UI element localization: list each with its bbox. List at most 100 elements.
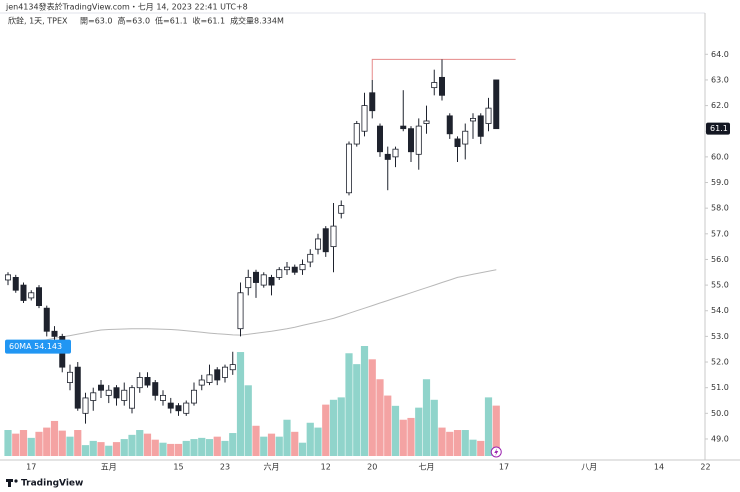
chart-title: jen4134發表於TradingView.com・七月 14, 2023 22… bbox=[5, 2, 248, 12]
volume-bar bbox=[376, 379, 384, 456]
volume-bar bbox=[97, 442, 105, 456]
candle-body bbox=[493, 79, 500, 130]
ma-label-box bbox=[5, 339, 71, 354]
y-tick-label: 59.0 bbox=[711, 178, 729, 187]
candle-body bbox=[485, 107, 492, 124]
candle-body bbox=[369, 92, 376, 112]
candle-body bbox=[214, 369, 221, 381]
candle-body bbox=[136, 377, 143, 389]
volume-bar bbox=[337, 397, 345, 456]
candle-body bbox=[128, 387, 135, 409]
volume-bar bbox=[143, 433, 152, 456]
volume-bar bbox=[128, 434, 136, 456]
event-icon bbox=[490, 446, 502, 458]
volume-bar bbox=[112, 442, 121, 456]
volume-bar bbox=[35, 431, 43, 456]
x-tick-label: 20 bbox=[367, 463, 377, 472]
legend-item: 開=63.0 bbox=[80, 17, 113, 26]
volume-bar bbox=[74, 430, 82, 456]
candle-body bbox=[74, 366, 81, 409]
volume-bar bbox=[267, 433, 276, 456]
volume-bar bbox=[151, 439, 159, 456]
volume-bar bbox=[275, 436, 283, 456]
volume-bar bbox=[105, 445, 113, 456]
candle-body bbox=[175, 405, 182, 412]
candle-body bbox=[353, 123, 360, 145]
candle-body bbox=[152, 382, 159, 396]
volume-bar bbox=[368, 359, 376, 456]
y-tick-label: 58.0 bbox=[711, 204, 729, 213]
volume-bar bbox=[430, 399, 438, 456]
legend-item: 收=61.1 bbox=[193, 16, 226, 26]
x-tick-label: 12 bbox=[321, 463, 331, 472]
candle-body bbox=[462, 130, 469, 145]
volume-bar bbox=[81, 445, 90, 456]
volume-bar bbox=[484, 397, 493, 456]
volume-bar bbox=[252, 425, 260, 456]
candle-body bbox=[454, 138, 461, 148]
candle-body bbox=[20, 284, 27, 301]
volume-bar bbox=[314, 427, 322, 456]
volume-bar bbox=[260, 436, 268, 456]
candle-body bbox=[67, 371, 74, 383]
candle-body bbox=[43, 307, 50, 332]
candle-body bbox=[36, 287, 43, 307]
volume-bar bbox=[360, 346, 369, 456]
volume-bar bbox=[198, 437, 206, 456]
candle-body bbox=[384, 153, 391, 160]
volume-bar bbox=[422, 379, 431, 456]
candle-body bbox=[407, 128, 414, 153]
candle-body bbox=[90, 392, 97, 401]
y-tick-label: 51.0 bbox=[711, 383, 729, 392]
volume-bar bbox=[353, 364, 361, 456]
volume-bar bbox=[174, 443, 183, 456]
candle-body bbox=[291, 266, 298, 273]
candle-body bbox=[221, 366, 228, 378]
volume-bar bbox=[89, 440, 97, 456]
legend-item: 成交量8.334M bbox=[230, 16, 284, 26]
volume-bar bbox=[221, 440, 229, 456]
last-price-label: 61.1 bbox=[710, 124, 728, 133]
volume-bar bbox=[58, 430, 66, 456]
candle-body bbox=[159, 394, 166, 401]
volume-bar bbox=[453, 430, 462, 456]
volume-bar bbox=[477, 440, 485, 456]
x-tick-label: 六月 bbox=[264, 462, 280, 472]
volume-bar bbox=[159, 442, 167, 456]
x-tick-label: 15 bbox=[173, 463, 183, 472]
candle-body bbox=[144, 377, 151, 386]
candle-body bbox=[51, 330, 58, 337]
candle-body bbox=[82, 397, 89, 414]
candle-body bbox=[237, 292, 244, 330]
candle-body bbox=[330, 225, 337, 248]
candle-body bbox=[12, 277, 19, 291]
candle-body bbox=[469, 118, 476, 122]
candle-body bbox=[260, 274, 267, 286]
candle-body bbox=[167, 402, 174, 409]
volume-bar bbox=[205, 439, 214, 456]
volume-bar bbox=[446, 431, 454, 456]
volume-bar bbox=[391, 405, 400, 456]
x-tick-label: 22 bbox=[700, 463, 710, 472]
volume-bar bbox=[19, 430, 28, 456]
volume-bar bbox=[469, 439, 477, 456]
candle-body bbox=[338, 205, 345, 214]
volume-bar bbox=[182, 440, 190, 456]
volume-bar bbox=[415, 407, 423, 456]
candle-body bbox=[190, 389, 197, 404]
volume-bar bbox=[120, 439, 128, 456]
candle-body bbox=[376, 125, 383, 153]
x-tick-label: 14 bbox=[654, 463, 664, 472]
candle-body bbox=[5, 274, 11, 281]
volume-bar bbox=[43, 427, 51, 456]
candle-body bbox=[392, 148, 399, 158]
y-tick-label: 56.0 bbox=[711, 255, 729, 264]
candle-body bbox=[245, 277, 252, 289]
candle-body bbox=[307, 253, 314, 263]
y-tick-label: 63.0 bbox=[711, 75, 729, 84]
x-tick-label: 17 bbox=[26, 463, 36, 472]
volume-bar bbox=[213, 436, 221, 456]
symbol: 欣銓, 1天, TPEX bbox=[8, 16, 68, 26]
candle-body bbox=[113, 387, 120, 399]
